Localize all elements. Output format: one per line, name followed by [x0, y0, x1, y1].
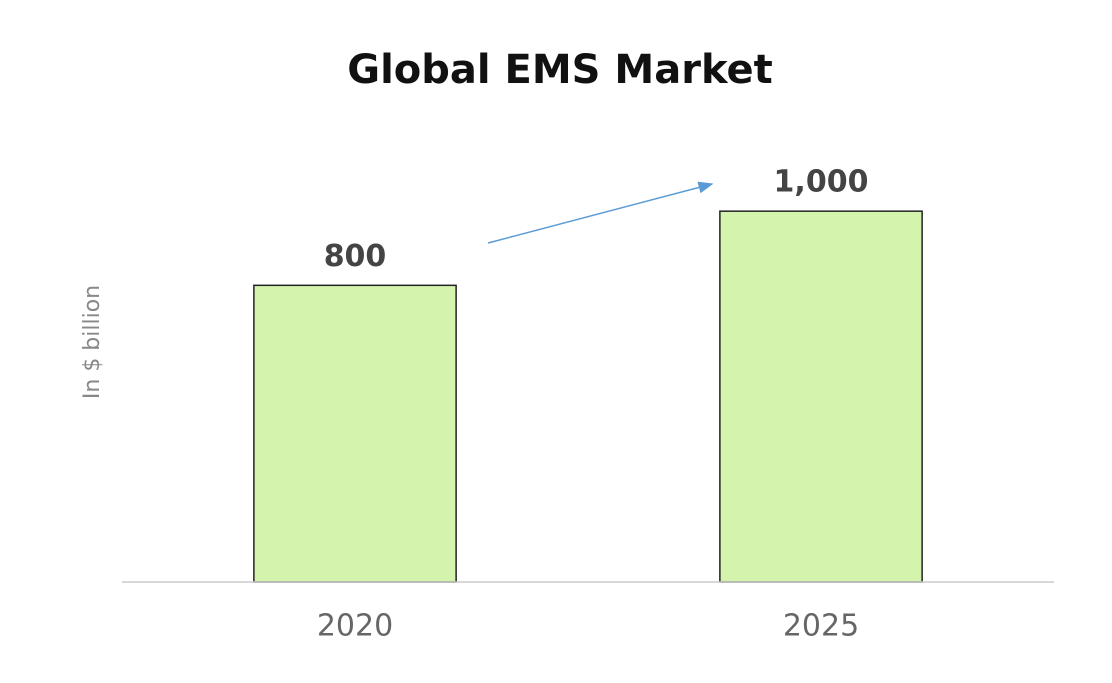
trend-arrow	[487, 181, 714, 244]
x-tick-label: 2025	[783, 609, 859, 644]
bar	[719, 210, 923, 583]
x-tick-label: 2020	[317, 609, 393, 644]
data-label: 1,000	[774, 165, 869, 200]
data-label: 800	[324, 239, 387, 274]
bar	[253, 284, 457, 583]
y-axis-label: In $ billion	[80, 285, 105, 399]
chart-title: Global EMS Market	[347, 47, 772, 93]
